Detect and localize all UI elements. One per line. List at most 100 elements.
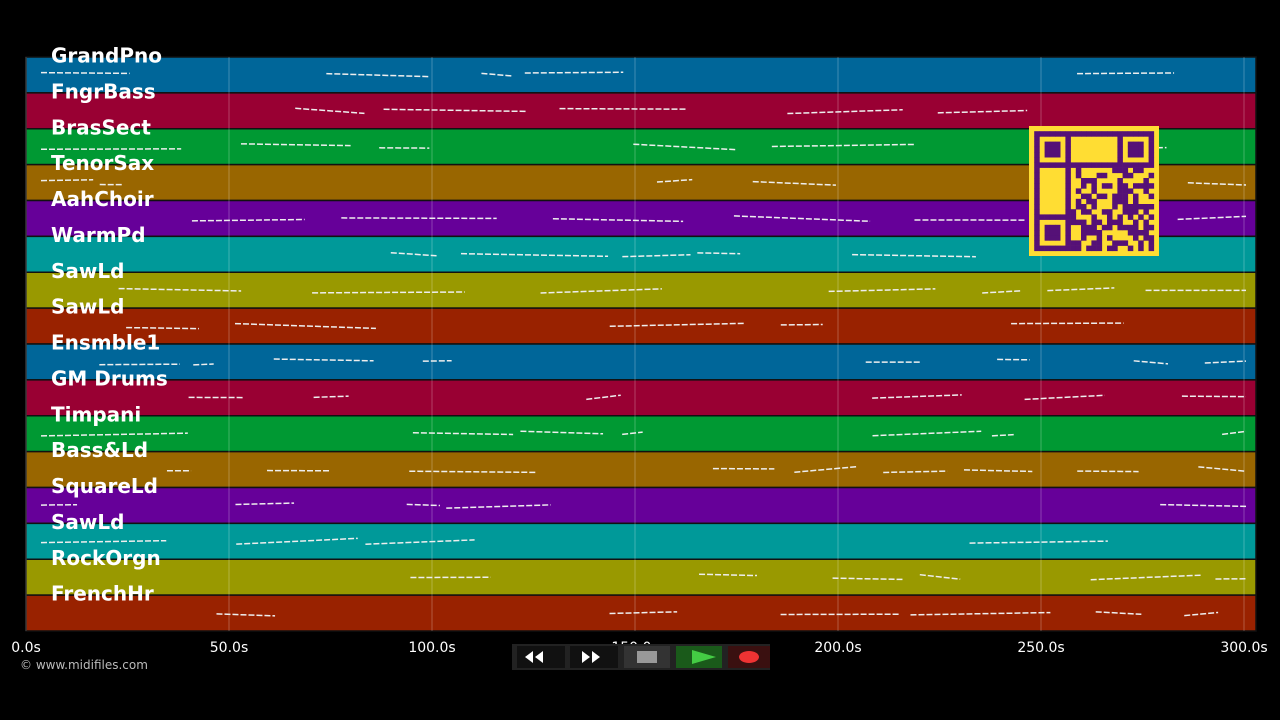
qr-cell — [1117, 131, 1123, 137]
note-run — [1077, 470, 1139, 473]
qr-cell — [1055, 214, 1061, 220]
note-run — [273, 358, 374, 362]
qr-cell — [1127, 204, 1134, 210]
qr-cell — [1049, 146, 1056, 153]
track-label: GrandPno — [51, 44, 162, 68]
qr-cell — [1039, 214, 1045, 220]
record-button[interactable] — [728, 646, 770, 668]
note-run — [365, 539, 475, 545]
qr-cell — [1138, 162, 1144, 168]
qr-cell — [1081, 162, 1087, 168]
note-run — [326, 72, 429, 78]
forward-button[interactable] — [570, 646, 618, 668]
qr-cell — [1034, 214, 1040, 220]
qr-cell — [1075, 162, 1082, 168]
qr-cell — [1133, 209, 1139, 215]
note-run — [1077, 72, 1175, 75]
qr-cell — [1101, 162, 1108, 168]
qr-cell — [1133, 198, 1139, 205]
qr-cell — [1086, 230, 1092, 236]
qr-cell — [1065, 152, 1071, 158]
track-lane — [25, 486, 1257, 525]
note-run — [1011, 322, 1124, 325]
qr-cell — [1086, 178, 1092, 184]
note-run — [699, 573, 757, 577]
qr-cell — [1070, 214, 1077, 220]
qr-cell — [1081, 224, 1087, 231]
note-run — [1177, 215, 1247, 221]
qr-cell — [1117, 224, 1123, 231]
qr-cell — [1086, 209, 1092, 215]
qr-cell — [1065, 183, 1071, 189]
qr-cell — [1091, 198, 1097, 205]
qr-cell — [1133, 167, 1139, 174]
rewind-button[interactable] — [517, 646, 565, 668]
note-run — [963, 469, 1033, 473]
qr-cell — [1107, 235, 1113, 241]
qr-cell — [1117, 198, 1123, 205]
track-label: BrasSect — [51, 115, 151, 139]
qr-cell — [1096, 162, 1103, 168]
qr-cell — [1091, 162, 1097, 168]
note-run — [409, 470, 536, 474]
qr-cell — [1148, 245, 1155, 252]
qr-cell — [1096, 240, 1103, 246]
qr-cell — [1101, 183, 1108, 189]
qr-cell — [1122, 209, 1129, 215]
qr-cell — [1065, 136, 1071, 142]
qr-cell — [1070, 162, 1077, 168]
qr-cell — [1065, 178, 1071, 184]
qr-cell — [1034, 193, 1040, 200]
qr-cell — [1148, 146, 1155, 153]
track-label: AahChoir — [51, 187, 154, 211]
note-run — [609, 611, 678, 615]
qr-cell — [1034, 178, 1040, 184]
qr-cell — [1065, 193, 1071, 200]
qr-cell — [1122, 131, 1129, 137]
qr-cell — [1065, 204, 1071, 210]
qr-cell — [1148, 214, 1155, 220]
track-lane — [25, 558, 1257, 596]
qr-cell — [1138, 141, 1144, 148]
qr-cell — [1065, 167, 1071, 174]
qr-cell — [1065, 162, 1071, 168]
qr-cell — [1065, 131, 1071, 137]
qr-cell — [1086, 198, 1092, 205]
qr-cell — [1112, 198, 1118, 205]
note-run — [524, 71, 624, 74]
play-button[interactable] — [676, 646, 722, 668]
qr-cell — [1044, 235, 1051, 241]
qr-cell — [1112, 204, 1118, 210]
qr-cell — [1122, 224, 1129, 231]
track-label: SawLd — [51, 510, 124, 534]
track-labels: GrandPno FngrBass BrasSect TenorSax AahChoir… — [51, 44, 168, 606]
qr-cell — [1034, 204, 1040, 210]
qr-cell — [1133, 219, 1139, 226]
qr-cell — [1138, 131, 1144, 137]
note-run — [312, 291, 465, 294]
qr-cell — [1148, 235, 1155, 241]
qr-cell — [1055, 224, 1061, 231]
note-run — [697, 252, 741, 255]
qr-cell — [1143, 224, 1149, 231]
qr-cell — [1044, 230, 1051, 236]
qr-cell — [1081, 183, 1087, 189]
qr-cell — [1034, 240, 1040, 246]
note-run — [99, 363, 180, 366]
qr-cell — [1117, 167, 1123, 174]
qr-cell — [1117, 136, 1123, 142]
stop-button[interactable] — [624, 646, 670, 668]
qr-cell — [1138, 167, 1144, 174]
qr-cell — [1081, 230, 1087, 236]
qr-cell — [1049, 214, 1056, 220]
qr-cell — [1086, 245, 1092, 252]
qr-cell — [1086, 131, 1092, 137]
qr-code — [1029, 126, 1159, 256]
qr-cell — [1034, 230, 1040, 236]
note-run — [236, 537, 358, 545]
qr-cell — [1122, 167, 1129, 174]
qr-cell — [1127, 224, 1134, 231]
qr-cell — [1127, 230, 1134, 236]
qr-cell — [1065, 188, 1071, 194]
